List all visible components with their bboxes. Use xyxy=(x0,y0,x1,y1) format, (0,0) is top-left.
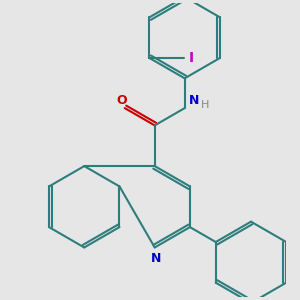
Text: O: O xyxy=(117,94,127,107)
Text: I: I xyxy=(188,51,194,65)
Text: N: N xyxy=(151,252,161,265)
Text: N: N xyxy=(189,94,200,107)
Text: H: H xyxy=(201,100,209,110)
